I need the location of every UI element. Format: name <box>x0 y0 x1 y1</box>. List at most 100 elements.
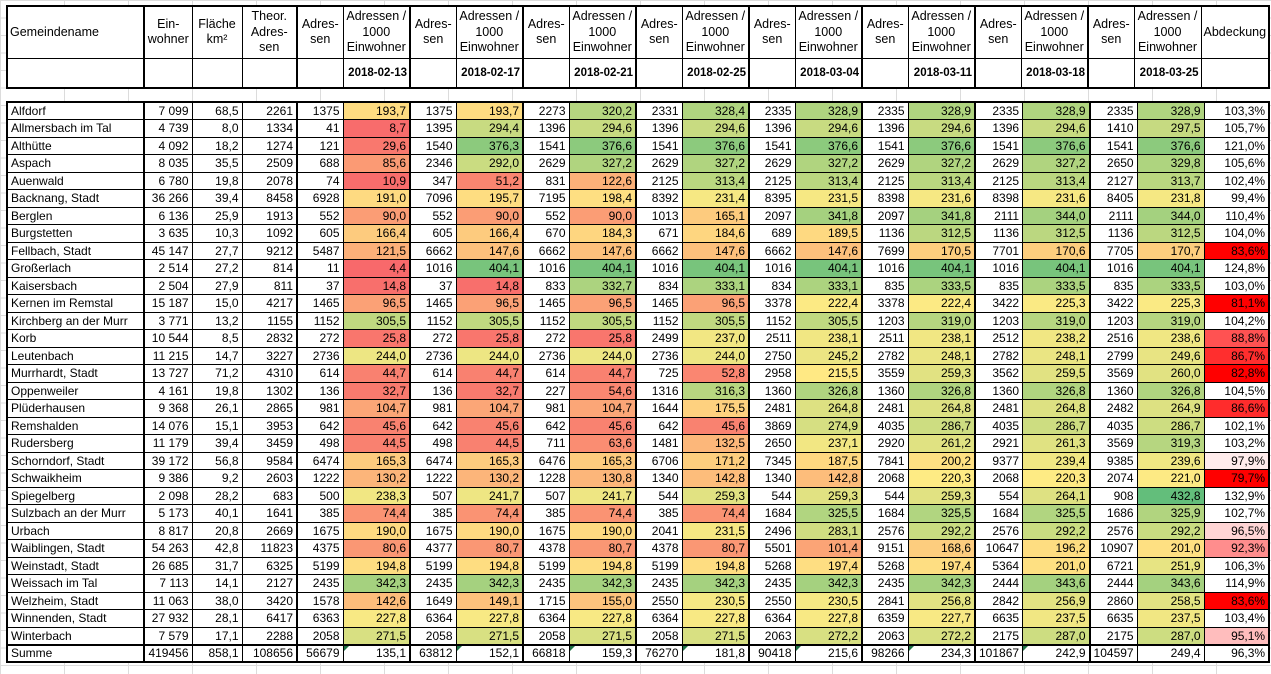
cell-einwohner[interactable]: 45 147 <box>143 241 193 260</box>
cell-adressen-per-1000[interactable]: 44,5 <box>455 434 524 453</box>
cell-einwohner[interactable]: 13 727 <box>143 364 193 383</box>
cell-adressen[interactable]: 1396 <box>748 119 796 138</box>
cell-adressen[interactable]: 2125 <box>748 171 796 190</box>
cell-adressen[interactable]: 2068 <box>861 469 909 488</box>
cell-adressen-per-1000[interactable]: 272,2 <box>794 626 863 645</box>
cell-adressen-per-1000[interactable]: 152,1 <box>455 643 524 663</box>
cell-adressen-per-1000[interactable]: 194,8 <box>342 556 411 575</box>
cell-adressen-per-1000[interactable]: 376,6 <box>1022 136 1091 155</box>
cell-adressen-per-1000[interactable]: 326,8 <box>1022 381 1091 400</box>
cell-adressen-per-1000[interactable]: 312,5 <box>1136 224 1205 243</box>
cell-theor-adressen[interactable]: 3227 <box>241 346 298 365</box>
cell-adressen[interactable]: 2481 <box>861 399 909 418</box>
cell-adressen[interactable]: 2058 <box>409 626 457 645</box>
cell-adressen[interactable]: 2435 <box>409 574 457 593</box>
cell-adressen-per-1000[interactable]: 166,4 <box>342 224 411 243</box>
cell-adressen-per-1000[interactable]: 294,4 <box>455 119 524 138</box>
cell-adressen[interactable]: 3422 <box>974 294 1024 313</box>
cell-adressen[interactable]: 834 <box>635 276 683 295</box>
cell-adressen-per-1000[interactable]: 244,0 <box>681 346 750 365</box>
cell-adressen-per-1000[interactable]: 130,2 <box>342 469 411 488</box>
cell-theor-adressen[interactable]: 3953 <box>241 416 298 435</box>
cell-adressen[interactable]: 1136 <box>861 224 909 243</box>
cell-theor-adressen[interactable]: 2832 <box>241 329 298 348</box>
cell-adressen-per-1000[interactable]: 165,3 <box>342 451 411 470</box>
cell-adressen[interactable]: 6474 <box>296 451 344 470</box>
cell-adressen-per-1000[interactable]: 264,8 <box>907 399 976 418</box>
cell-adressen[interactable]: 2782 <box>861 346 909 365</box>
cell-adressen-per-1000[interactable]: 326,8 <box>1136 381 1205 400</box>
cell-theor-adressen[interactable]: 4310 <box>241 364 298 383</box>
cell-adressen[interactable]: 1360 <box>1088 381 1138 400</box>
cell-adressen[interactable]: 552 <box>296 206 344 225</box>
cell-adressen[interactable]: 2550 <box>635 591 683 610</box>
cell-adressen-per-1000[interactable]: 333,5 <box>1136 276 1205 295</box>
cell-theor-adressen[interactable]: 2603 <box>241 469 298 488</box>
cell-abdeckung[interactable]: 86,6% <box>1203 399 1270 418</box>
cell-adressen[interactable]: 6364 <box>748 609 796 628</box>
cell-abdeckung[interactable]: 96,3% <box>1203 643 1270 663</box>
cell-adressen[interactable]: 833 <box>522 276 570 295</box>
cell-adressen[interactable]: 4378 <box>635 539 683 558</box>
cell-adressen-per-1000[interactable]: 194,8 <box>568 556 637 575</box>
cell-adressen[interactable]: 8398 <box>861 189 909 208</box>
cell-adressen-per-1000[interactable]: 225,3 <box>1022 294 1091 313</box>
cell-adressen-per-1000[interactable]: 90,0 <box>342 206 411 225</box>
cell-gemeindename[interactable]: Oppenweiler <box>6 381 145 400</box>
cell-adressen-per-1000[interactable]: 271,5 <box>681 626 750 645</box>
cell-adressen-per-1000[interactable]: 147,6 <box>568 241 637 260</box>
cell-adressen[interactable]: 1481 <box>635 434 683 453</box>
cell-adressen-per-1000[interactable]: 80,7 <box>455 539 524 558</box>
cell-gemeindename[interactable]: Plüderhausen <box>6 399 145 418</box>
cell-adressen[interactable]: 98266 <box>861 643 909 663</box>
cell-adressen-per-1000[interactable]: 297,5 <box>1136 119 1205 138</box>
cell-adressen[interactable]: 2481 <box>748 399 796 418</box>
cell-adressen-per-1000[interactable]: 231,5 <box>794 189 863 208</box>
cell-adressen[interactable]: 6363 <box>296 609 344 628</box>
cell-adressen[interactable]: 63812 <box>409 643 457 663</box>
cell-flaeche[interactable]: 20,8 <box>191 521 243 540</box>
cell-adressen-per-1000[interactable]: 327,2 <box>794 154 863 173</box>
cell-flaeche[interactable]: 10,3 <box>191 224 243 243</box>
cell-adressen[interactable]: 4378 <box>522 539 570 558</box>
cell-adressen[interactable]: 507 <box>522 486 570 505</box>
cell-adressen[interactable]: 5268 <box>748 556 796 575</box>
cell-adressen-per-1000[interactable]: 130,2 <box>455 469 524 488</box>
cell-adressen[interactable]: 1396 <box>522 119 570 138</box>
cell-adressen[interactable]: 1016 <box>974 259 1024 278</box>
cell-einwohner[interactable]: 7 113 <box>143 574 193 593</box>
cell-adressen[interactable]: 2435 <box>861 574 909 593</box>
cell-adressen[interactable]: 121 <box>296 136 344 155</box>
cell-adressen[interactable]: 1203 <box>861 311 909 330</box>
cell-adressen[interactable]: 1395 <box>409 119 457 138</box>
cell-adressen[interactable]: 272 <box>522 329 570 348</box>
cell-adressen[interactable]: 3422 <box>1088 294 1138 313</box>
cell-einwohner[interactable]: 9 386 <box>143 469 193 488</box>
cell-adressen-per-1000[interactable]: 292,2 <box>1136 521 1205 540</box>
cell-adressen[interactable]: 711 <box>522 434 570 453</box>
cell-adressen[interactable]: 831 <box>522 171 570 190</box>
cell-adressen[interactable]: 2335 <box>861 101 909 120</box>
cell-adressen[interactable]: 2516 <box>1088 329 1138 348</box>
cell-einwohner[interactable]: 4 739 <box>143 119 193 138</box>
cell-adressen-per-1000[interactable]: 104,7 <box>568 399 637 418</box>
cell-adressen-per-1000[interactable]: 171,2 <box>681 451 750 470</box>
cell-adressen[interactable]: 3869 <box>748 416 796 435</box>
cell-adressen[interactable]: 507 <box>409 486 457 505</box>
cell-adressen[interactable]: 2736 <box>409 346 457 365</box>
cell-adressen-per-1000[interactable]: 184,6 <box>681 224 750 243</box>
cell-adressen[interactable]: 7699 <box>861 241 909 260</box>
cell-adressen[interactable]: 1541 <box>1088 136 1138 155</box>
cell-adressen[interactable]: 1675 <box>296 521 344 540</box>
cell-adressen[interactable]: 3569 <box>1088 364 1138 383</box>
cell-adressen-per-1000[interactable]: 142,8 <box>794 469 863 488</box>
cell-gemeindename[interactable]: Sulzbach an der Murr <box>6 504 145 523</box>
cell-adressen-per-1000[interactable]: 328,9 <box>1022 101 1091 120</box>
cell-adressen[interactable]: 1228 <box>522 469 570 488</box>
cell-adressen[interactable]: 385 <box>409 504 457 523</box>
cell-gemeindename[interactable]: Berglen <box>6 206 145 225</box>
cell-adressen-per-1000[interactable]: 51,2 <box>455 171 524 190</box>
cell-flaeche[interactable]: 42,8 <box>191 539 243 558</box>
cell-adressen-per-1000[interactable]: 142,8 <box>681 469 750 488</box>
cell-abdeckung[interactable]: 82,8% <box>1203 364 1270 383</box>
